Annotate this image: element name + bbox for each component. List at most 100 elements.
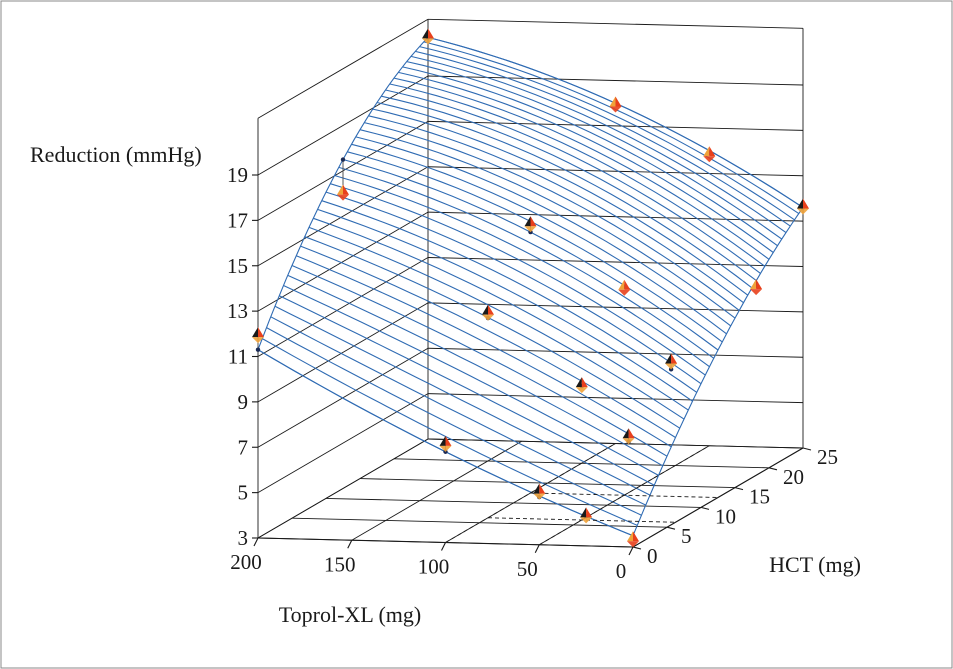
observed-point-marker: [533, 483, 546, 500]
surface-hatch-line: [300, 245, 676, 438]
surface-hatch-line: [266, 327, 642, 516]
surface-hatch-line: [393, 77, 770, 260]
marker-bottom-facet: [252, 337, 264, 344]
marker-right-facet: [615, 96, 622, 107]
marker-right-facet: [633, 531, 639, 542]
z-tick-label: 5: [238, 481, 249, 505]
marker-left-facet: [575, 377, 582, 388]
observed-point-marker: [618, 279, 631, 296]
marker-left-facet: [665, 353, 672, 364]
hct-tick-label: 20: [783, 465, 804, 489]
surface-hatch-line: [406, 61, 783, 240]
surface-hatch-line: [402, 66, 778, 247]
marker-bottom-facet: [533, 493, 546, 500]
surface-hatch-line: [364, 122, 740, 311]
hct-axis-title: HCT (mg): [769, 552, 861, 577]
marker-left-facet: [439, 435, 446, 446]
marker-right-facet: [581, 377, 588, 388]
floor-gridline-hct: [291, 517, 668, 528]
back-wall-gridline: [427, 257, 804, 267]
observed-point-marker: [627, 531, 639, 548]
hct-axis-line: [632, 447, 804, 548]
surface-hatch-line: [325, 191, 702, 385]
marker-bottom-facet: [797, 208, 809, 215]
data-points: [252, 28, 809, 548]
marker-left-facet: [750, 279, 757, 290]
observed-point-marker: [797, 198, 809, 215]
surface-hatch-line: [355, 136, 732, 327]
marker-right-facet: [428, 28, 434, 39]
back-wall-gridline: [427, 393, 804, 404]
observed-point-marker: [609, 96, 622, 113]
z-tick-label: 17: [227, 208, 248, 232]
marker-bottom-facet: [337, 194, 349, 201]
z-tick-label: 19: [227, 163, 248, 187]
surface-hatch-line: [291, 264, 668, 457]
toprol-tick-mark: [628, 546, 634, 556]
surface-edge-right: [632, 207, 804, 536]
observed-point-marker: [575, 377, 588, 394]
marker-bottom-facet: [750, 289, 763, 296]
surface-hatch-line: [308, 226, 685, 420]
observed-point-marker: [252, 327, 264, 344]
surface-hatch-line: [419, 46, 795, 221]
marker-left-facet: [622, 428, 629, 439]
z-tick-label: 11: [228, 345, 248, 369]
marker-right-facet: [343, 184, 349, 195]
left-wall-top: [257, 18, 429, 119]
left-wall-gridline: [257, 257, 429, 357]
hct-tick-label: 5: [681, 524, 692, 548]
surface-hatch-line: [368, 115, 744, 304]
marker-right-facet: [628, 428, 635, 439]
observed-point-marker: [703, 146, 716, 163]
left-wall-gridline: [257, 211, 429, 312]
marker-left-facet: [252, 327, 258, 338]
marker-bottom-facet: [609, 106, 622, 113]
fitted-point: [340, 157, 346, 162]
marker-right-facet: [624, 279, 631, 290]
toprol-tick-label: 0: [616, 559, 627, 583]
surface-hatch-line: [274, 305, 651, 496]
toprol-axis-title: Toprol-XL (mg): [279, 602, 421, 627]
floor-dashed-line: [530, 492, 719, 498]
back-wall-gridline: [427, 75, 804, 86]
left-wall-gridline: [257, 75, 429, 176]
surface-hatch-line: [381, 95, 757, 282]
surface-hatch-line: [296, 255, 672, 448]
surface-hatch-line: [410, 55, 787, 234]
marker-bottom-facet: [703, 156, 716, 163]
hct-tick-mark: [802, 447, 812, 451]
z-tick-label: 13: [227, 299, 248, 323]
hct-tick-label: 25: [817, 445, 838, 469]
marker-left-facet: [703, 146, 710, 157]
observed-point-marker: [750, 279, 763, 296]
z-tick-label: 15: [227, 254, 248, 278]
back-wall-gridline: [427, 166, 804, 177]
marker-right-facet: [539, 483, 546, 494]
marker-left-facet: [533, 483, 540, 494]
marker-right-facet: [709, 146, 716, 157]
surface-hatch-line: [262, 338, 638, 526]
marker-bottom-facet: [622, 438, 635, 445]
surface-hatch-line: [359, 129, 736, 319]
surface-hatch-line: [270, 316, 647, 506]
left-wall-gridline: [257, 302, 429, 403]
observed-point-marker: [665, 353, 678, 370]
marker-left-facet: [627, 531, 633, 542]
marker-right-facet: [530, 216, 537, 227]
toprol-tick-mark: [253, 537, 259, 547]
hct-tick-label: 15: [749, 485, 770, 509]
marker-right-facet: [586, 507, 593, 518]
marker-bottom-facet: [524, 226, 537, 233]
hct-tick-mark: [734, 487, 744, 491]
toprol-tick-label: 200: [230, 550, 262, 574]
surface-hatch-line: [283, 285, 659, 476]
observed-point-marker: [439, 435, 452, 452]
grid-lines: [257, 18, 804, 548]
marker-right-facet: [803, 198, 809, 209]
marker-bottom-facet: [618, 289, 631, 296]
hct-tick-label: 10: [715, 504, 736, 528]
surface-mesh: [257, 36, 804, 537]
floor-gridline-hct: [359, 478, 736, 489]
